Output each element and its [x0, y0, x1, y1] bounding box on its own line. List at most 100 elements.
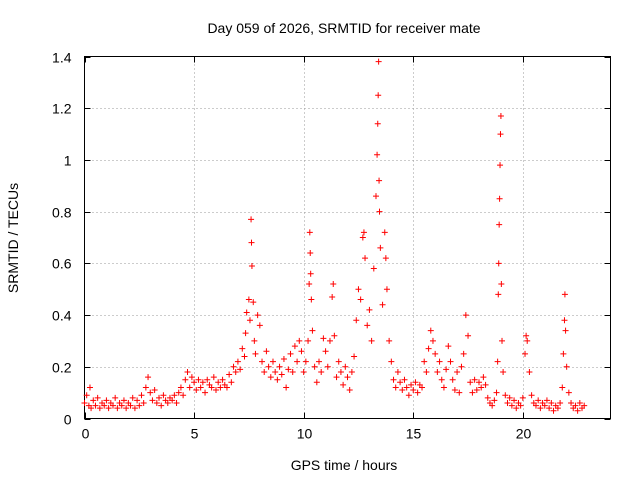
data-point — [449, 376, 456, 383]
data-point — [259, 358, 266, 365]
data-point — [199, 379, 206, 386]
data-point — [511, 397, 518, 404]
data-point — [543, 397, 550, 404]
data-point — [278, 371, 285, 378]
data-point — [376, 208, 383, 215]
data-point — [388, 358, 395, 365]
data-point — [346, 387, 353, 394]
gridlines — [84, 56, 611, 419]
data-point — [134, 397, 141, 404]
data-point — [383, 286, 390, 293]
data-point — [305, 337, 312, 344]
data-point — [193, 387, 200, 394]
data-point — [153, 399, 160, 406]
y-tick-label: 0.8 — [52, 205, 72, 221]
data-point — [568, 399, 575, 406]
data-point — [112, 394, 119, 401]
data-point — [482, 381, 489, 388]
data-point — [204, 376, 211, 383]
data-point — [287, 350, 294, 357]
data-point — [291, 343, 298, 350]
data-point — [127, 402, 134, 409]
data-point — [228, 379, 235, 386]
data-point — [366, 306, 373, 313]
data-point — [500, 368, 507, 375]
data-point — [103, 397, 110, 404]
data-point — [443, 366, 450, 373]
x-tick-label: 20 — [516, 426, 532, 442]
data-point — [151, 387, 158, 394]
data-point — [561, 317, 568, 324]
data-point — [572, 402, 579, 409]
data-point — [118, 402, 125, 409]
data-point — [379, 301, 386, 308]
data-point — [494, 358, 501, 365]
data-point — [497, 131, 504, 138]
data-point — [497, 162, 504, 169]
data-point — [191, 379, 198, 386]
data-point — [419, 384, 426, 391]
data-point — [421, 358, 428, 365]
data-point — [186, 384, 193, 391]
data-point — [322, 348, 329, 355]
data-point — [364, 322, 371, 329]
data-point — [248, 239, 255, 246]
data-point — [274, 376, 281, 383]
data-point — [504, 399, 511, 406]
data-point — [333, 374, 340, 381]
data-point — [90, 397, 97, 404]
chart-title: Day 059 of 2026, SRMTID for receiver mat… — [207, 20, 480, 36]
data-point — [252, 350, 259, 357]
data-point — [308, 296, 315, 303]
data-point — [230, 363, 237, 370]
data-point — [318, 368, 325, 375]
data-point — [493, 389, 500, 396]
data-point — [280, 356, 287, 363]
data-point — [576, 399, 583, 406]
x-axis-label: GPS time / hours — [291, 457, 398, 473]
data-point — [177, 384, 184, 391]
data-point — [86, 384, 93, 391]
data-point — [460, 350, 467, 357]
y-tick-label: 0 — [64, 412, 72, 428]
data-point — [267, 374, 274, 381]
data-point — [83, 392, 90, 399]
data-point — [401, 376, 408, 383]
data-point — [469, 389, 476, 396]
data-point — [149, 397, 156, 404]
data-point — [329, 293, 336, 300]
data-point — [467, 379, 474, 386]
x-tick-label: 15 — [406, 426, 422, 442]
data-point — [447, 358, 454, 365]
data-point — [202, 389, 209, 396]
data-point — [81, 399, 88, 406]
data-point — [219, 376, 226, 383]
data-point — [307, 250, 314, 257]
data-point — [550, 407, 557, 414]
y-tick-label: 0.2 — [52, 360, 72, 376]
data-point — [326, 337, 333, 344]
data-point — [465, 332, 472, 339]
data-point — [311, 363, 318, 370]
data-point — [362, 255, 369, 262]
data-point — [476, 379, 482, 386]
data-point — [140, 399, 147, 406]
data-point — [374, 120, 381, 127]
data-point — [478, 384, 485, 391]
data-point — [360, 229, 367, 236]
data-point — [263, 348, 270, 355]
y-tick-label: 1 — [64, 153, 72, 169]
data-point — [213, 387, 219, 394]
data-point — [432, 350, 439, 357]
data-point — [524, 337, 531, 344]
data-point — [370, 265, 377, 272]
data-point — [129, 394, 136, 401]
data-point — [136, 402, 143, 409]
data-point — [528, 392, 535, 399]
data-point — [96, 405, 103, 412]
data-point — [399, 387, 406, 394]
data-point — [499, 337, 506, 344]
data-point — [496, 195, 503, 202]
data-point — [105, 405, 112, 412]
